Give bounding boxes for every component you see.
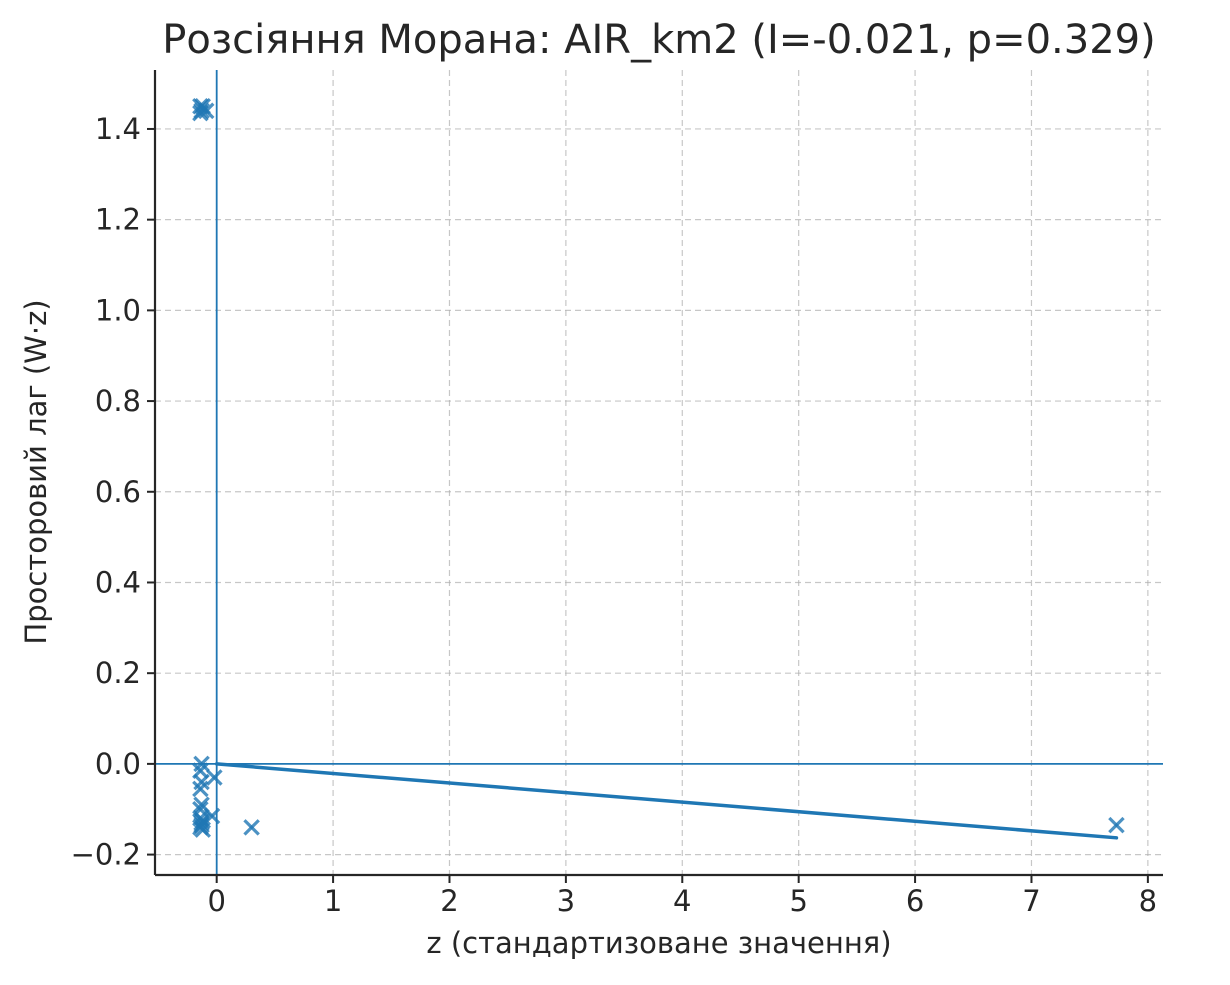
x-tick-label: 7 <box>1022 884 1040 918</box>
y-tick-label: 0.0 <box>95 747 141 781</box>
data-point <box>206 769 223 786</box>
fit-line <box>214 762 1119 840</box>
data-point <box>192 780 209 798</box>
y-tick-label: 0.2 <box>95 656 141 690</box>
data-point <box>203 807 221 825</box>
data-point <box>243 819 260 836</box>
reference-lines <box>155 70 1163 875</box>
x-tick-label: 4 <box>673 884 691 918</box>
x-tick-label: 3 <box>557 884 575 918</box>
data-points <box>192 98 1125 838</box>
x-tick-label: 0 <box>207 884 225 918</box>
y-tick-label: 0.8 <box>95 384 141 418</box>
x-axis-label: z (стандартизоване значення) <box>426 926 891 960</box>
y-tick-label: −0.2 <box>71 838 141 872</box>
x-tick-label: 6 <box>906 884 924 918</box>
data-point <box>194 821 211 838</box>
regression-line <box>214 762 1119 840</box>
data-point <box>197 102 215 120</box>
grid <box>155 70 1163 875</box>
y-tick-label: 0.6 <box>95 475 141 509</box>
chart-title: Розсіяння Морана: AIR_km2 (I=-0.021, p=0… <box>162 17 1155 63</box>
x-tick-label: 8 <box>1139 884 1157 918</box>
y-tick-label: 1.0 <box>95 293 141 327</box>
x-ticks: 0 1 2 3 4 5 6 7 8 <box>207 875 1157 918</box>
y-tick-label: 1.2 <box>95 203 141 237</box>
y-tick-label: 1.4 <box>95 112 141 146</box>
y-ticks: −0.2 0.0 0.2 0.4 0.6 0.8 1.0 1.2 1.4 <box>71 112 155 872</box>
x-tick-label: 2 <box>440 884 458 918</box>
data-point <box>1108 816 1125 834</box>
axes <box>153 70 1163 877</box>
y-axis-label: Просторовий лаг (W·z) <box>19 299 53 644</box>
x-tick-label: 5 <box>789 884 807 918</box>
y-tick-label: 0.4 <box>95 565 141 599</box>
x-tick-label: 1 <box>324 884 342 918</box>
